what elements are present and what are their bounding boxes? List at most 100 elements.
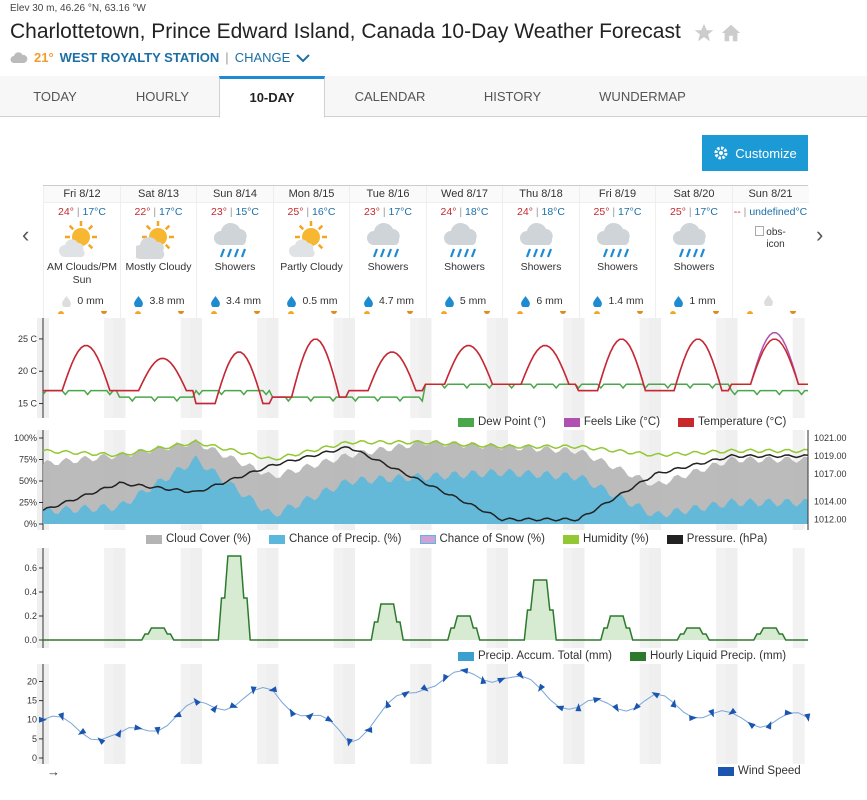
cloud — [288, 239, 315, 257]
wind-direction-arrow — [134, 724, 143, 731]
day-precip: 0.5 mm — [274, 295, 351, 307]
hourly-precip-area — [43, 556, 808, 640]
cloud — [367, 222, 400, 245]
raindrop-shape — [521, 295, 531, 307]
cloud — [135, 237, 164, 259]
day-column[interactable]: Sun 8/21 -- | undefined°C obs- icon — [731, 186, 810, 319]
legend-chance-snow[interactable]: Chance of Snow (%) — [439, 533, 545, 545]
separator: | — [740, 206, 750, 218]
home-icon[interactable] — [720, 22, 742, 44]
tab-calendar[interactable]: CALENDAR — [354, 89, 426, 104]
day-hi-lo: 23° | 17°C — [350, 206, 426, 218]
raindrop-icon — [211, 295, 220, 307]
night-band — [639, 318, 652, 418]
wind-direction-arrow — [324, 715, 334, 723]
tab-history[interactable]: HISTORY — [483, 89, 542, 104]
day-low: 17°C — [82, 206, 106, 218]
legend-precip-accum[interactable]: Precip. Accum. Total (mm) — [478, 650, 612, 662]
night-band — [343, 548, 355, 648]
night-band — [792, 664, 805, 764]
night-band — [572, 318, 585, 418]
day-column[interactable]: Mon 8/15 25° | 16°C Partly Cloudy 0.5 mm — [272, 186, 351, 319]
night-band — [104, 664, 117, 764]
night-band — [180, 318, 193, 418]
night-band — [649, 318, 661, 418]
legend-chance-precip[interactable]: Chance of Precip. (%) — [289, 533, 402, 545]
station-name[interactable]: WEST ROYALTY STATION — [59, 50, 220, 65]
day-high: 25° — [670, 206, 686, 218]
rain-drop — [539, 248, 546, 258]
day-column[interactable]: Tue 8/16 23° | 17°C Showers 4.7 mm — [349, 186, 426, 319]
legend-feels-like[interactable]: Feels Like (°C) — [583, 416, 661, 428]
day-column[interactable]: Fri 8/19 25° | 17°C Showers 1.4 mm — [578, 186, 656, 319]
day-date: Sat 8/13 — [120, 186, 197, 203]
separator: | — [609, 206, 618, 218]
tab-wundermap[interactable]: WUNDERMAP — [599, 89, 686, 104]
cloud — [214, 222, 247, 245]
y-tick-label: 50% — [19, 476, 37, 486]
tab-hourly[interactable]: HOURLY — [135, 89, 190, 104]
wind-legend: Wind Speed — [718, 765, 801, 777]
legend-swatch — [146, 534, 162, 544]
rain-drop — [609, 248, 615, 258]
night-band — [266, 318, 279, 418]
sun-ray — [87, 243, 94, 250]
legend-wind-speed[interactable]: Wind Speed — [738, 765, 801, 777]
day-date: Fri 8/19 — [579, 186, 656, 203]
partly-sunny-icon — [274, 221, 350, 261]
day-low: 17°C — [617, 206, 642, 218]
day-precip-amount: 0.5 mm — [302, 295, 338, 307]
wind-direction-arrow — [480, 675, 487, 685]
night-band — [572, 548, 585, 648]
legend-temperature[interactable]: Temperature (°C) — [698, 416, 787, 428]
humidity-line — [42, 439, 809, 461]
sunrise-sunset-markers — [733, 311, 810, 314]
day-column[interactable]: Sat 8/13 22° | 17°C Mostly Cloudy 3.8 mm — [119, 186, 197, 319]
day-high: 23° — [211, 206, 227, 218]
raindrop-shape — [764, 295, 773, 306]
day-high: 24° — [58, 206, 74, 218]
prev-days-arrow[interactable]: ‹ — [22, 222, 30, 247]
night-band — [190, 664, 202, 764]
day-column[interactable]: Sat 8/20 25° | 17°C Showers 1 mm — [655, 186, 732, 319]
night-band — [257, 548, 270, 648]
y-tick-label-right: 1017.00 — [814, 469, 847, 479]
legend-hourly-precip[interactable]: Hourly Liquid Precip. (mm) — [650, 650, 787, 662]
chevron-down-icon[interactable] — [296, 53, 311, 63]
day-column[interactable]: Fri 8/12 24° | 17°C AM Clouds/PM Sun 0 mm — [43, 186, 120, 319]
y-tick-label: 20 C — [18, 366, 38, 376]
raindrop-shape — [674, 295, 684, 307]
tab-today[interactable]: TODAY — [33, 89, 77, 104]
legend-dew-point[interactable]: Dew Point (°) — [478, 416, 546, 428]
customize-button[interactable]: Customize — [702, 135, 808, 171]
change-station-link[interactable]: CHANGE — [234, 50, 291, 65]
day-column[interactable]: Sun 8/14 23° | 15°C Showers 3.4 mm — [196, 186, 273, 319]
day-column[interactable]: Thu 8/18 24° | 18°C Showers 6 mm — [502, 186, 579, 319]
legend-humidity[interactable]: Humidity (%) — [582, 533, 649, 545]
next-days-arrow[interactable]: › — [816, 222, 824, 247]
sun-ray — [68, 224, 75, 231]
day-low: undefined°C — [749, 206, 808, 218]
day-precip: 1 mm — [656, 295, 733, 307]
day-date: Thu 8/18 — [503, 186, 579, 203]
raindrop-icon — [674, 295, 684, 307]
favorite-star-icon[interactable] — [693, 22, 715, 44]
legend-cloud-cover[interactable]: Cloud Cover (%) — [166, 533, 251, 545]
sunrise-sunset-markers — [44, 311, 121, 314]
night-band — [572, 664, 585, 764]
wind-direction-arrow — [689, 715, 698, 722]
night-band — [343, 664, 355, 764]
raindrop-icon — [287, 295, 297, 307]
chance-precip-area — [43, 455, 808, 524]
wind-direction-arrow — [210, 704, 218, 713]
day-precip-amount: 1.4 mm — [608, 295, 644, 307]
rain-icon — [503, 221, 579, 261]
sun-ray — [164, 224, 170, 231]
day-column[interactable]: Wed 8/17 24° | 18°C Showers 5 mm — [425, 186, 503, 319]
legend-pressure[interactable]: Pressure. (hPa) — [686, 533, 768, 545]
tab-10-day[interactable]: 10-DAY — [219, 76, 325, 118]
rain-drop — [386, 248, 393, 258]
night-band — [410, 548, 423, 648]
night-band — [716, 318, 729, 418]
day-date: Wed 8/17 — [426, 186, 503, 203]
